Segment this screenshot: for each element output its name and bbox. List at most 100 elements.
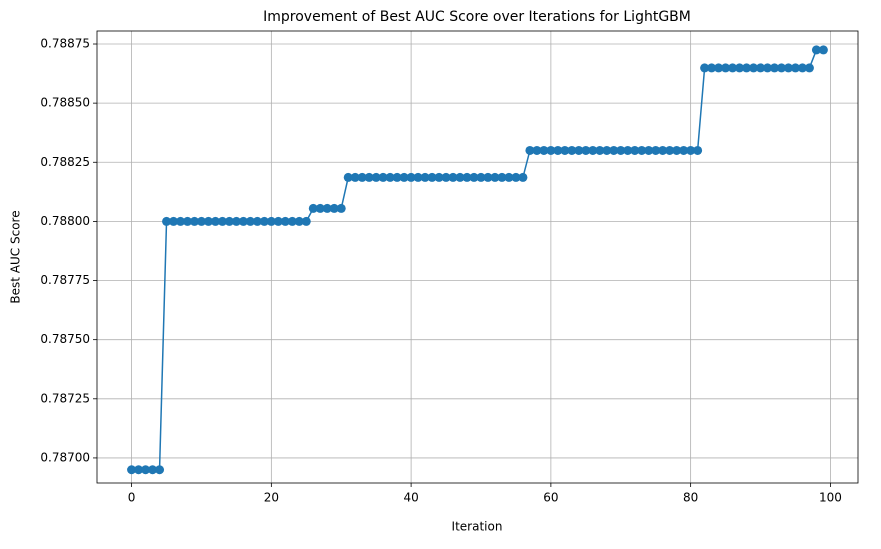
y-tick-label: 0.78800: [40, 214, 90, 228]
marker: [553, 145, 563, 155]
marker: [182, 216, 192, 226]
marker: [644, 145, 654, 155]
marker: [574, 145, 584, 155]
marker: [665, 145, 675, 155]
marker: [769, 63, 779, 73]
marker: [776, 63, 786, 73]
marker: [581, 145, 591, 155]
marker: [511, 172, 521, 182]
marker: [169, 216, 179, 226]
marker: [308, 203, 318, 213]
marker: [455, 172, 465, 182]
x-tick-label: 0: [128, 491, 136, 505]
marker: [462, 172, 472, 182]
marker: [756, 63, 766, 73]
marker: [329, 203, 339, 213]
y-tick-label: 0.78850: [40, 96, 90, 110]
marker: [700, 63, 710, 73]
marker: [560, 145, 570, 155]
marker: [728, 63, 738, 73]
marker: [385, 172, 395, 182]
marker: [518, 172, 528, 182]
marker: [357, 172, 367, 182]
marker: [134, 465, 144, 475]
marker: [245, 216, 255, 226]
y-tick-label: 0.78825: [40, 155, 90, 169]
marker: [602, 145, 612, 155]
marker: [749, 63, 759, 73]
marker: [532, 145, 542, 155]
marker: [637, 145, 647, 155]
marker: [420, 172, 430, 182]
marker: [427, 172, 437, 182]
marker: [252, 216, 262, 226]
marker: [259, 216, 269, 226]
marker: [525, 145, 535, 155]
marker: [127, 465, 137, 475]
y-tick-label: 0.78725: [40, 391, 90, 405]
marker: [364, 172, 374, 182]
marker: [714, 63, 724, 73]
x-tick-label: 20: [264, 491, 279, 505]
marker: [280, 216, 290, 226]
marker: [469, 172, 479, 182]
marker: [371, 172, 381, 182]
marker: [148, 465, 158, 475]
marker: [658, 145, 668, 155]
x-tick-label: 100: [819, 491, 842, 505]
marker: [196, 216, 206, 226]
marker: [497, 172, 507, 182]
marker: [616, 145, 626, 155]
marker: [448, 172, 458, 182]
marker: [224, 216, 234, 226]
marker: [343, 172, 353, 182]
marker: [287, 216, 297, 226]
marker: [693, 145, 703, 155]
marker: [238, 216, 248, 226]
marker: [203, 216, 213, 226]
marker: [155, 465, 165, 475]
plot-frame: [96, 30, 859, 484]
marker: [679, 145, 689, 155]
marker: [162, 216, 172, 226]
marker: [546, 145, 556, 155]
marker: [315, 203, 325, 213]
marker: [818, 45, 828, 55]
marker: [378, 172, 388, 182]
x-tick-label: 40: [403, 491, 418, 505]
x-tick-label: 60: [543, 491, 558, 505]
marker: [434, 172, 444, 182]
marker: [721, 63, 731, 73]
marker: [742, 63, 752, 73]
marker: [504, 172, 514, 182]
marker: [651, 145, 661, 155]
marker: [336, 203, 346, 213]
marker: [176, 216, 186, 226]
marker: [483, 172, 493, 182]
y-tick-label: 0.78700: [40, 450, 90, 464]
x-tick-label: 80: [683, 491, 698, 505]
marker: [413, 172, 423, 182]
marker: [567, 145, 577, 155]
x-axis-label: Iteration: [452, 520, 503, 534]
marker: [217, 216, 227, 226]
marker: [797, 63, 807, 73]
marker: [811, 45, 821, 55]
marker: [790, 63, 800, 73]
marker: [273, 216, 283, 226]
marker: [141, 465, 151, 475]
marker: [707, 63, 717, 73]
chart-title: Improvement of Best AUC Score over Itera…: [263, 9, 691, 25]
marker: [476, 172, 486, 182]
marker: [490, 172, 500, 182]
marker: [609, 145, 619, 155]
marker: [231, 216, 241, 226]
marker: [392, 172, 402, 182]
marker: [763, 63, 773, 73]
marker: [686, 145, 696, 155]
marker: [623, 145, 633, 155]
y-tick-label: 0.78750: [40, 332, 90, 346]
marker: [301, 216, 311, 226]
